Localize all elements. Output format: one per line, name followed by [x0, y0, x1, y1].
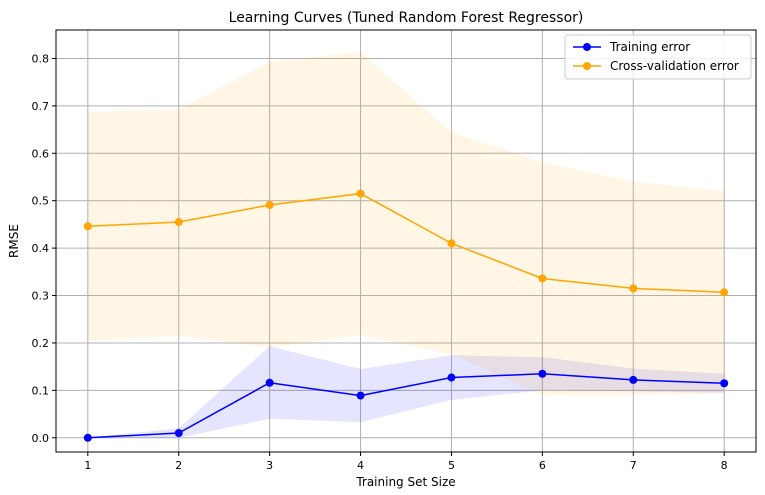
- data-point-cv: [447, 239, 456, 248]
- y-tick-label: 0.8: [32, 52, 50, 65]
- x-tick-label: 3: [266, 459, 273, 472]
- y-axis-label: RMSE: [7, 224, 21, 258]
- error-band-training: [87, 346, 725, 438]
- plot-frame: [55, 29, 757, 453]
- x-tick-label: 6: [539, 459, 546, 472]
- error-bands: [87, 52, 725, 438]
- error-band-cv: [87, 52, 725, 396]
- data-point-training: [720, 379, 729, 388]
- legend-label-training: Training error: [609, 40, 690, 54]
- y-tick-label: 0.5: [32, 195, 50, 208]
- x-tick-label: 5: [448, 459, 455, 472]
- series-line-training: [87, 373, 725, 439]
- data-point-cv: [720, 288, 729, 297]
- y-tick-label: 0.0: [32, 432, 50, 445]
- data-point-cv: [83, 222, 92, 231]
- y-axis-ticks: 0.0 0.1 0.2 0.3 0.4 0.5 0.6 0.7 0.8: [32, 52, 56, 445]
- data-point-training: [356, 391, 365, 400]
- data-point-cv: [538, 274, 547, 283]
- y-tick-label: 0.4: [32, 242, 50, 255]
- data-point-training: [447, 373, 456, 382]
- x-tick-label: 2: [175, 459, 182, 472]
- y-tick-label: 0.2: [32, 337, 50, 350]
- x-axis-ticks: 1 2 3 4 5 6 7 8: [84, 452, 728, 472]
- data-point-cv: [265, 200, 274, 209]
- legend-marker-cv: [583, 62, 591, 70]
- series-lines: [87, 192, 725, 439]
- series-markers: [83, 189, 729, 442]
- data-point-training: [174, 429, 183, 438]
- y-tick-label: 0.1: [32, 384, 50, 397]
- legend-label-cv: Cross-validation error: [610, 59, 739, 73]
- legend-marker-training: [583, 43, 591, 51]
- x-tick-label: 1: [84, 459, 91, 472]
- y-tick-label: 0.7: [32, 100, 50, 113]
- data-point-cv: [356, 189, 365, 198]
- chart-title: Learning Curves (Tuned Random Forest Reg…: [229, 10, 584, 26]
- x-tick-label: 4: [357, 459, 364, 472]
- x-tick-label: 7: [630, 459, 637, 472]
- x-axis-label: Training Set Size: [355, 475, 455, 489]
- y-tick-label: 0.6: [32, 147, 50, 160]
- legend-box: [564, 34, 752, 80]
- data-point-training: [265, 378, 274, 387]
- legend: Training error Cross-validation error: [564, 34, 752, 80]
- data-point-cv: [629, 284, 638, 293]
- x-tick-label: 8: [721, 459, 728, 472]
- y-tick-label: 0.3: [32, 290, 50, 303]
- data-point-training: [538, 369, 547, 378]
- grid-lines: [56, 30, 756, 452]
- data-point-training: [629, 375, 638, 384]
- series-line-cv: [87, 192, 725, 293]
- data-point-cv: [174, 218, 183, 227]
- data-point-training: [83, 433, 92, 442]
